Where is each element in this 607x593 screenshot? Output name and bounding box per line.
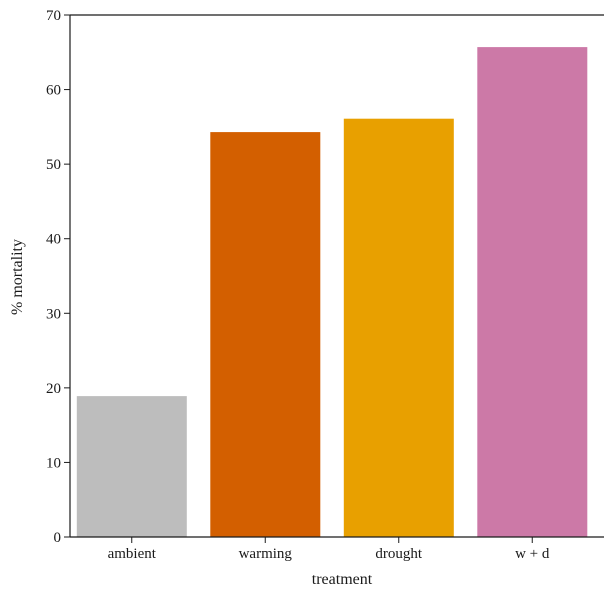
x-tick-label: w + d xyxy=(515,546,550,562)
bar-w-d xyxy=(477,47,588,537)
y-tick-label: 50 xyxy=(46,157,61,173)
bar-warming xyxy=(210,132,321,537)
x-axis-title: treatment xyxy=(312,571,373,588)
x-tick-label: drought xyxy=(375,546,422,562)
x-tick-label: ambient xyxy=(108,546,157,562)
y-axis-title: % mortality xyxy=(9,239,26,315)
plot-area: ambient warming drought w + d 0 10 20 30 40 50 60 7… xyxy=(46,8,604,562)
y-tick-label: 40 xyxy=(46,232,61,248)
y-tick-label: 0 xyxy=(54,530,62,546)
y-tick-label: 60 xyxy=(46,83,61,99)
bar-drought xyxy=(343,118,454,537)
y-tick-label: 20 xyxy=(46,381,61,397)
y-tick-label: 10 xyxy=(46,455,61,471)
y-tick-label: 30 xyxy=(46,306,61,322)
y-tick-label: 70 xyxy=(46,8,61,24)
bar-ambient xyxy=(76,396,187,537)
x-tick-label: warming xyxy=(239,546,293,562)
